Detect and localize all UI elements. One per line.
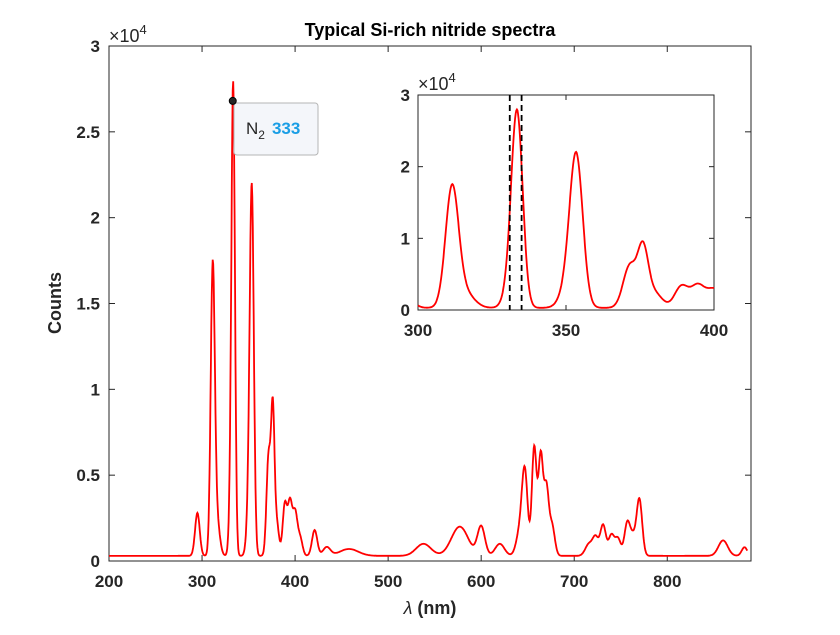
x-tick-label: 800 (653, 572, 681, 591)
lambda-symbol: λ (403, 598, 413, 618)
datatip[interactable]: N2 333 (228, 96, 319, 156)
main-axis-ticks: 200 300 400 500 600 700 800 0 0.5 1 1.5 2 2.5 3 (76, 37, 751, 591)
inset-axis-ticks: 300 350 400 0 1 2 3 (401, 86, 729, 340)
y-tick-label: 1.5 (76, 295, 100, 314)
inset-plot-area (417, 94, 715, 311)
inset-y-tick-label: 3 (401, 86, 410, 105)
y-tick-label: 0.5 (76, 466, 100, 485)
x-tick-label: 400 (281, 572, 309, 591)
datatip-marker (228, 96, 237, 105)
y-tick-label: 2.5 (76, 123, 100, 142)
inset-y-tick-label: 2 (401, 158, 410, 177)
y-tick-label: 2 (91, 209, 100, 228)
inset-y-tick-label: 0 (401, 301, 410, 320)
datatip-label: N2 333 (246, 119, 300, 142)
spectrum-line (109, 81, 749, 557)
inset-x-tick-label: 350 (552, 321, 580, 340)
x-tick-label: 700 (560, 572, 588, 591)
inset-x-tick-label: 300 (404, 321, 432, 340)
inset-spectrum-line (417, 107, 715, 309)
y-multiplier-label: ×104 (109, 22, 147, 46)
inset-series-group (417, 107, 715, 309)
y-axis-title: Counts (45, 272, 65, 334)
inset-y-multiplier-label: ×104 (418, 70, 456, 94)
x-tick-label: 300 (188, 572, 216, 591)
y-tick-label: 3 (91, 37, 100, 56)
inset-x-tick-label: 400 (700, 321, 728, 340)
datatip-box (233, 102, 319, 156)
x-tick-label: 500 (374, 572, 402, 591)
x-tick-label: 600 (467, 572, 495, 591)
main-series-group (109, 81, 749, 557)
x-tick-label: 200 (95, 572, 123, 591)
y-tick-label: 1 (91, 380, 100, 399)
inset-y-tick-label: 1 (401, 229, 410, 248)
x-axis-title: λ (nm) (403, 598, 457, 618)
inset-marker-lines (508, 95, 523, 310)
y-tick-label: 0 (91, 552, 100, 571)
chart-title: Typical Si-rich nitride spectra (305, 20, 557, 40)
